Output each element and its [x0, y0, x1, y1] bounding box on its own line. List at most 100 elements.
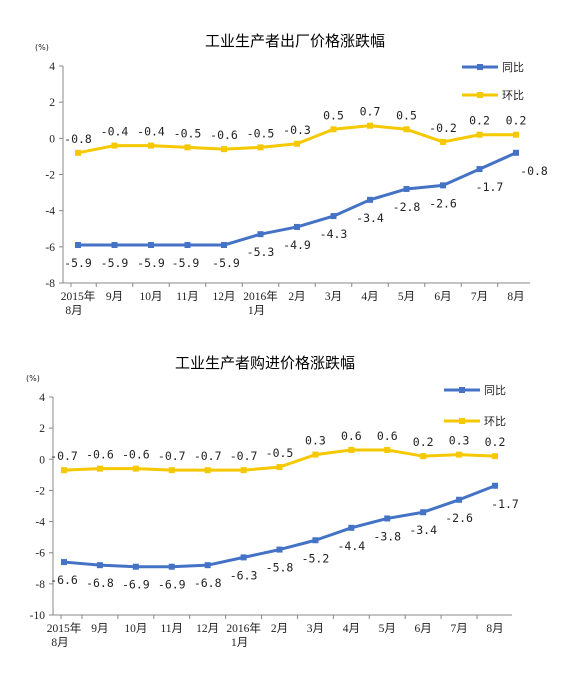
legend-label: 环比: [484, 415, 506, 428]
data-point: [440, 138, 446, 145]
x-tick-label-line2: 1月: [248, 305, 265, 317]
legend-marker: [459, 418, 465, 424]
data-point: [221, 146, 227, 153]
data-point: [276, 546, 283, 553]
x-tick-label: 9月: [91, 623, 108, 635]
legend-label: 环比: [502, 89, 524, 102]
series-yoy: -5.9 -5.9 -5.9 -5.9 -5.9 -5.3 -4.9 -4.3 -3.4 -2.8…: [64, 149, 548, 270]
data-point: [384, 515, 391, 522]
data-point: [168, 563, 175, 570]
data-point: [75, 149, 81, 156]
data-label: -0.3: [283, 123, 311, 137]
data-label: 0.2: [413, 435, 434, 449]
data-point: [168, 467, 175, 474]
data-label: -2.8: [393, 200, 421, 214]
data-label: -6.9: [122, 578, 150, 592]
data-label: -6.9: [158, 578, 186, 592]
data-point: [367, 122, 373, 129]
data-label: 0.3: [449, 434, 470, 448]
series-mom: -0.7 -0.6 -0.6 -0.7 -0.7 -0.7 -0.5 0.3 0.6 0.6 0.2…: [50, 429, 505, 474]
data-point: [276, 464, 283, 471]
data-label: -5.3: [247, 245, 275, 259]
x-tick-label: 4月: [361, 291, 378, 303]
data-label: -5.9: [212, 256, 240, 270]
data-label: -6.8: [194, 576, 222, 590]
data-label: -0.7: [158, 449, 186, 463]
data-label: -0.5: [247, 126, 275, 140]
legend-label: 同比: [484, 384, 506, 397]
data-label: -4.4: [337, 539, 365, 553]
data-point: [221, 242, 227, 249]
x-tick-label: 7月: [471, 291, 488, 303]
data-label: -1.7: [476, 180, 504, 194]
y-unit-label: (%): [35, 43, 49, 52]
data-point: [348, 524, 355, 531]
legend-marker: [477, 64, 483, 70]
x-tick-label: 6月: [434, 291, 451, 303]
y-tick-label: -2: [45, 170, 55, 182]
data-point: [257, 144, 264, 151]
y-tick-label: -10: [30, 610, 46, 622]
data-label: 0.2: [469, 114, 490, 128]
data-label: -0.4: [101, 125, 129, 139]
data-label: -0.8: [64, 132, 92, 146]
data-label: -0.6: [210, 128, 238, 142]
data-point: [440, 182, 446, 189]
data-label: -5.9: [137, 256, 165, 270]
data-point: [148, 142, 154, 149]
data-label: -0.4: [137, 125, 165, 139]
data-label: -4.3: [320, 227, 348, 241]
data-label: -2.6: [429, 196, 457, 210]
data-point: [330, 126, 337, 133]
x-tick-label: 8月: [507, 291, 524, 303]
data-label: -5.9: [101, 256, 129, 270]
data-label: -0.7: [230, 449, 258, 463]
data-point: [257, 231, 264, 238]
y-tick-label: -8: [45, 278, 55, 290]
x-tick-label: 12月: [196, 623, 219, 635]
data-label: -0.7: [50, 449, 78, 463]
legend-marker: [477, 92, 483, 98]
x-tick-label: 12月: [213, 291, 236, 303]
data-point: [456, 451, 463, 458]
x-tick-label-line2: 8月: [65, 305, 82, 317]
legend-label: 同比: [502, 61, 524, 74]
x-tick-label: 10月: [140, 291, 163, 303]
data-point: [61, 559, 67, 566]
data-label: -5.8: [266, 561, 294, 575]
chart-title: 工业生产者出厂价格涨跌幅: [205, 32, 385, 50]
data-label: -0.5: [266, 446, 294, 460]
y-tick-label: -6: [45, 242, 55, 254]
x-tick-label: 9月: [106, 291, 123, 303]
y-tick-label: -4: [45, 206, 55, 218]
data-point: [312, 537, 319, 544]
y-tick-label: -8: [35, 579, 45, 591]
x-tick-label: 2015年: [47, 621, 82, 635]
data-label: -6.8: [86, 576, 114, 590]
legend-marker: [459, 387, 465, 393]
data-label: 0.2: [506, 114, 527, 128]
series-yoy: -6.6 -6.8 -6.9 -6.9 -6.8 -6.3 -5.8 -5.2 -4.4 -3.8…: [50, 482, 519, 592]
data-label: 0.3: [305, 434, 326, 448]
y-tick-label: 0: [39, 454, 45, 466]
y-tick-label: 2: [49, 97, 55, 109]
x-tick-label: 6月: [415, 623, 432, 635]
x-tick-label: 3月: [325, 291, 342, 303]
data-label: -0.7: [194, 449, 222, 463]
data-point: [476, 166, 483, 173]
data-point: [384, 446, 391, 453]
data-point: [420, 453, 427, 460]
data-point: [184, 242, 191, 249]
data-point: [132, 563, 139, 570]
data-point: [348, 446, 355, 453]
data-point: [312, 451, 319, 458]
data-point: [476, 131, 483, 138]
data-point: [492, 453, 498, 460]
data-point: [96, 562, 103, 569]
data-point: [330, 213, 337, 220]
data-label: -3.4: [409, 523, 437, 537]
data-point: [75, 242, 81, 249]
data-point: [240, 554, 247, 561]
